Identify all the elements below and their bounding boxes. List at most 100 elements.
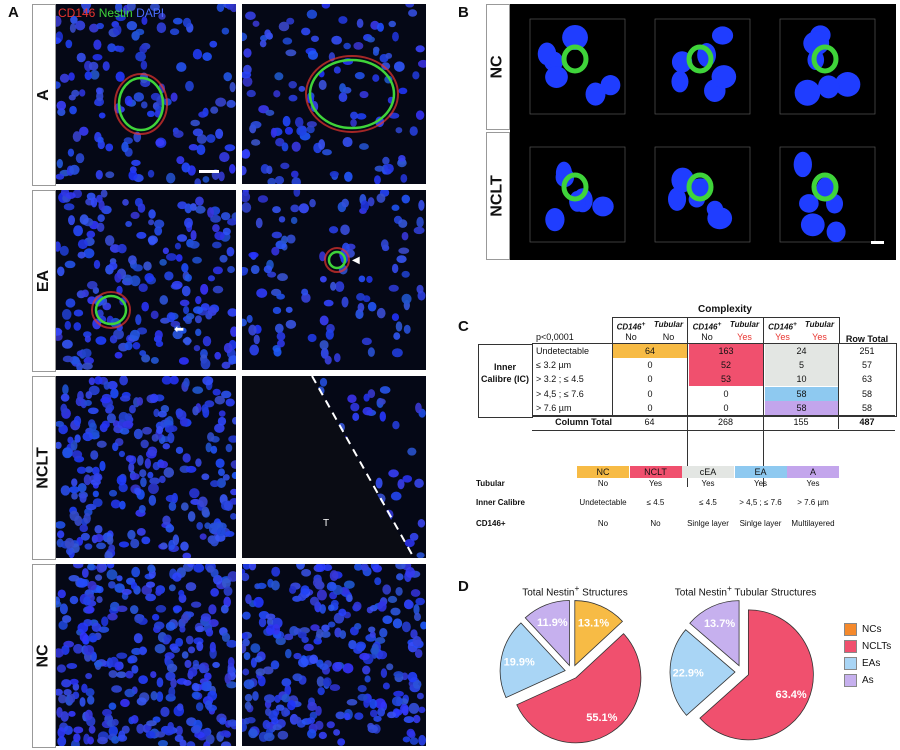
micrograph-image [242,190,426,365]
pie-chart-1: 13.1% 55.1% 19.9% 11.9% [499,600,642,744]
row-total: 58 [861,402,872,413]
pie-title-2-sup: + [726,583,732,593]
legend-cell: Sinlge layer [687,519,729,528]
row-label-b-nc: NC [486,4,510,130]
legend-cell: No [597,519,609,528]
table-cell: 0 [647,360,653,371]
pie-slice [699,609,814,741]
micrograph-nclt-2 [242,376,426,558]
pie-slice [669,629,736,716]
ic-row-label: Undetectable [536,346,590,356]
hdr-cd146-3: CD146+ [764,318,801,332]
hdr-cd146-3-sup: + [793,321,797,328]
legend-cell: ≤ 4.5 [699,498,717,507]
hdr-tubular-3: Tubular [804,320,835,329]
pie-title-1-sup: + [574,583,580,593]
hdr-cd146-3-text: CD146 [768,322,793,332]
table-cell: 58 [765,386,838,401]
row-label-nclt: NCLT [32,376,56,560]
hdr-cd146-1-sup: + [641,321,646,328]
table-cell: 163 [689,344,763,358]
micrograph-ea-1 [56,190,236,370]
legend-label: As [862,675,874,686]
divider [612,343,613,415]
micrograph-nc-1 [56,564,236,746]
scale-bar-a [199,170,219,173]
legend-cell: Yes [701,479,715,488]
legend-label: NCLTs [862,641,892,652]
ic-label-box [478,344,533,418]
render-3d-grid [529,18,876,243]
micrograph-3d [510,4,896,260]
column-total-2: 268 [717,417,734,427]
pie-title-2-text: Total Nestin [674,587,727,599]
row-total-label: Row Total [845,334,889,344]
micrograph-image [56,376,236,558]
pie-slice-label: 55.1% [586,712,617,724]
legend-cell: No [650,519,661,528]
panel-letter-c: C [458,318,469,335]
table-cell: 53 [689,372,763,387]
pie-title-1: Total Nestin+ Structures [490,583,660,598]
table-cell: 0 [723,402,729,413]
hdr-tubular-1-val: No [662,332,675,342]
stain-dapi: DAPI [136,6,165,20]
pie-slice-label: 22.9% [673,668,704,680]
pie-slice [524,600,570,667]
pie-slice-label: 11.9% [537,617,568,629]
pie-slice-label: 13.7% [704,618,735,630]
ic-row-label: > 3.2 ; ≤ 4.5 [536,374,584,385]
pie-legend-item: EAs [844,657,880,670]
stain-nestin: Nestin [98,6,133,20]
hdr-cd146-2-val: No [701,332,713,342]
hdr-tubular-1: Tubular [653,320,684,329]
legend-header: NC [577,466,629,478]
row-label-ea: EA [32,190,56,372]
pie-slice [574,600,624,667]
header-box [612,317,840,344]
micrograph-image [56,564,236,746]
pie-legend-item: As [844,674,874,687]
hdr-tubular-2: Tubular [729,320,760,329]
pie-slice-label: 63.4% [776,689,807,701]
legend-header: A [787,466,839,478]
column-total-row [532,415,895,431]
micrograph-nc-2 [242,564,426,746]
p-value: p<0,0001 [536,332,574,342]
arrowhead-icon: ◀ [352,255,360,266]
pie-slice-label: 19.9% [504,656,535,668]
pie-title-2: Total Nestin+ Tubular Structures [658,583,833,598]
table-cell: 52 [689,358,763,373]
row-label-a: A [32,4,56,186]
hdr-tubular-3-val: Yes [812,332,827,342]
tissue-boundary [242,376,415,558]
table-cell: 0 [647,388,653,399]
micrograph-image [242,4,426,184]
panel-letter-d: D [458,578,469,595]
divider [763,317,764,487]
legend-header: cEA [682,466,734,478]
pie-legend-item: NCLTs [844,640,891,653]
row-label-nc: NC [32,564,56,748]
legend-cell: > 7.6 µm [797,498,829,507]
legend-cell: No [597,479,609,488]
ic-label-line1: Inner [493,362,516,372]
ic-row-label: > 4,5 ; ≤ 7.6 [536,388,584,399]
hdr-cd146-1-text: CD146 [616,322,642,332]
legend-cell: Multilayered [791,519,835,528]
table-cell: 58 [765,400,838,415]
scale-bar-b [871,241,884,244]
arrow-icon: ⬅ [174,322,185,336]
table-cell: 0 [647,374,653,385]
legend-cell: ≤ 4.5 [646,498,665,507]
micrograph-nclt-1 [56,376,236,558]
table-cell: 5 [765,358,838,373]
column-total-label: Column Total [555,417,612,427]
table-cell: 64 [613,344,687,358]
divider [687,317,688,487]
panel-letter-b: B [458,4,469,21]
legend-header: EA [734,466,787,478]
table-cell: 0 [647,402,653,413]
row-total: 57 [861,360,872,371]
